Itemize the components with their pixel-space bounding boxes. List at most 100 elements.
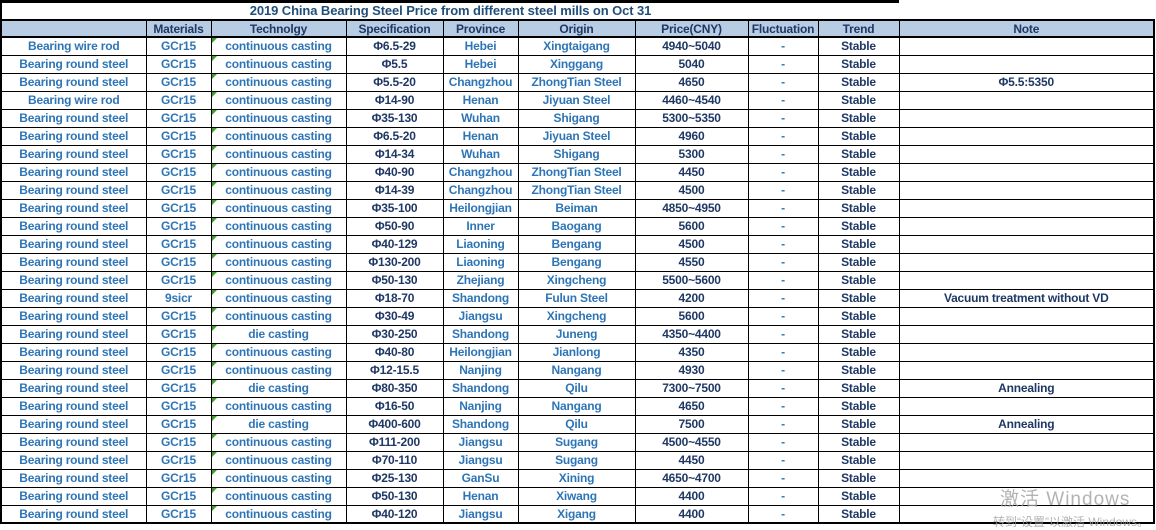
cell[interactable] [898,504,1155,524]
cell[interactable]: continuous casting [210,126,347,146]
cell[interactable]: Xiwang [517,486,636,506]
cell[interactable]: Φ14-90 [345,90,444,110]
cell[interactable]: continuous casting [210,468,347,488]
cell[interactable]: 4650~4700 [634,468,749,488]
cell[interactable]: Φ5.5 [345,54,444,74]
cell[interactable]: - [747,162,819,182]
cell[interactable]: Bearing round steel [0,378,147,398]
cell[interactable]: Liaoning [442,234,519,254]
cell[interactable]: GCr15 [145,198,212,218]
cell[interactable]: GCr15 [145,54,212,74]
cell[interactable]: Φ40-129 [345,234,444,254]
cell[interactable]: Stable [817,198,900,218]
cell[interactable]: Stable [817,162,900,182]
cell[interactable]: Stable [817,486,900,506]
cell[interactable]: Bearing round steel [0,108,147,128]
cell[interactable]: continuous casting [210,396,347,416]
cell[interactable]: Changzhou [442,180,519,200]
column-header-materials[interactable]: Materials [145,19,212,38]
cell[interactable]: - [747,216,819,236]
cell[interactable]: Xingcheng [517,270,636,290]
cell[interactable] [898,144,1155,164]
cell[interactable]: Xingtaigang [517,36,636,56]
cell[interactable]: Φ5.5-20 [345,72,444,92]
cell[interactable]: Jiangsu [442,432,519,452]
cell[interactable]: Φ40-80 [345,342,444,362]
cell[interactable]: 5600 [634,216,749,236]
cell[interactable]: - [747,180,819,200]
cell[interactable]: Bearing round steel [0,306,147,326]
cell[interactable]: Qilu [517,378,636,398]
cell[interactable]: GCr15 [145,468,212,488]
cell[interactable]: Stable [817,288,900,308]
cell[interactable]: Bearing round steel [0,126,147,146]
cell[interactable]: Bearing round steel [0,180,147,200]
cell[interactable]: Bearing round steel [0,396,147,416]
cell[interactable] [898,360,1155,380]
cell[interactable]: continuous casting [210,360,347,380]
cell[interactable]: Hebei [442,36,519,56]
cell[interactable]: - [747,396,819,416]
cell[interactable]: Stable [817,216,900,236]
cell[interactable]: - [747,90,819,110]
cell[interactable]: Bearing round steel [0,198,147,218]
cell[interactable]: GCr15 [145,360,212,380]
cell[interactable]: Bearing round steel [0,432,147,452]
cell[interactable]: - [747,486,819,506]
cell[interactable]: Annealing [898,378,1155,398]
cell[interactable]: 4450 [634,162,749,182]
cell[interactable]: 5300~5350 [634,108,749,128]
cell[interactable]: Φ30-250 [345,324,444,344]
cell[interactable]: - [747,468,819,488]
cell[interactable]: Stable [817,72,900,92]
cell[interactable]: 4500~4550 [634,432,749,452]
cell[interactable]: - [747,126,819,146]
cell[interactable]: Nangang [517,360,636,380]
cell[interactable]: continuous casting [210,252,347,272]
cell[interactable] [898,126,1155,146]
cell[interactable]: Φ12-15.5 [345,360,444,380]
cell[interactable]: Stable [817,396,900,416]
cell[interactable]: 5040 [634,54,749,74]
cell[interactable] [898,342,1155,362]
cell[interactable]: Jiangsu [442,306,519,326]
cell[interactable]: GCr15 [145,306,212,326]
cell[interactable]: 7300~7500 [634,378,749,398]
cell[interactable]: Bearing round steel [0,216,147,236]
cell[interactable]: 4930 [634,360,749,380]
cell[interactable]: Stable [817,306,900,326]
cell[interactable]: Vacuum treatment without VD [898,288,1155,308]
column-header-technolgy[interactable]: Technolgy [210,19,347,38]
cell[interactable]: Φ111-200 [345,432,444,452]
cell[interactable] [898,180,1155,200]
cell[interactable]: Φ16-50 [345,396,444,416]
cell[interactable]: Bearing round steel [0,468,147,488]
cell[interactable] [898,252,1155,272]
cell[interactable]: 4940~5040 [634,36,749,56]
cell[interactable]: - [747,270,819,290]
cell[interactable]: Φ40-120 [345,504,444,524]
cell[interactable]: Bearing round steel [0,234,147,254]
column-header-trend[interactable]: Trend [817,19,900,38]
cell[interactable]: Stable [817,504,900,524]
cell[interactable]: GCr15 [145,450,212,470]
cell[interactable]: GanSu [442,468,519,488]
cell[interactable]: Shigang [517,144,636,164]
cell[interactable]: Stable [817,234,900,254]
cell[interactable]: Bearing wire rod [0,90,147,110]
cell[interactable]: Jiyuan Steel [517,90,636,110]
cell[interactable]: continuous casting [210,198,347,218]
cell[interactable]: continuous casting [210,90,347,110]
cell[interactable]: Φ18-70 [345,288,444,308]
cell[interactable]: continuous casting [210,162,347,182]
cell[interactable]: Stable [817,360,900,380]
cell[interactable]: Φ400-600 [345,414,444,434]
cell[interactable]: GCr15 [145,396,212,416]
cell[interactable]: GCr15 [145,90,212,110]
cell[interactable]: GCr15 [145,180,212,200]
cell[interactable]: Bearing round steel [0,288,147,308]
cell[interactable]: Bearing round steel [0,450,147,470]
cell[interactable]: ZhongTian Steel [517,162,636,182]
cell[interactable]: Jianlong [517,342,636,362]
cell[interactable]: continuous casting [210,108,347,128]
